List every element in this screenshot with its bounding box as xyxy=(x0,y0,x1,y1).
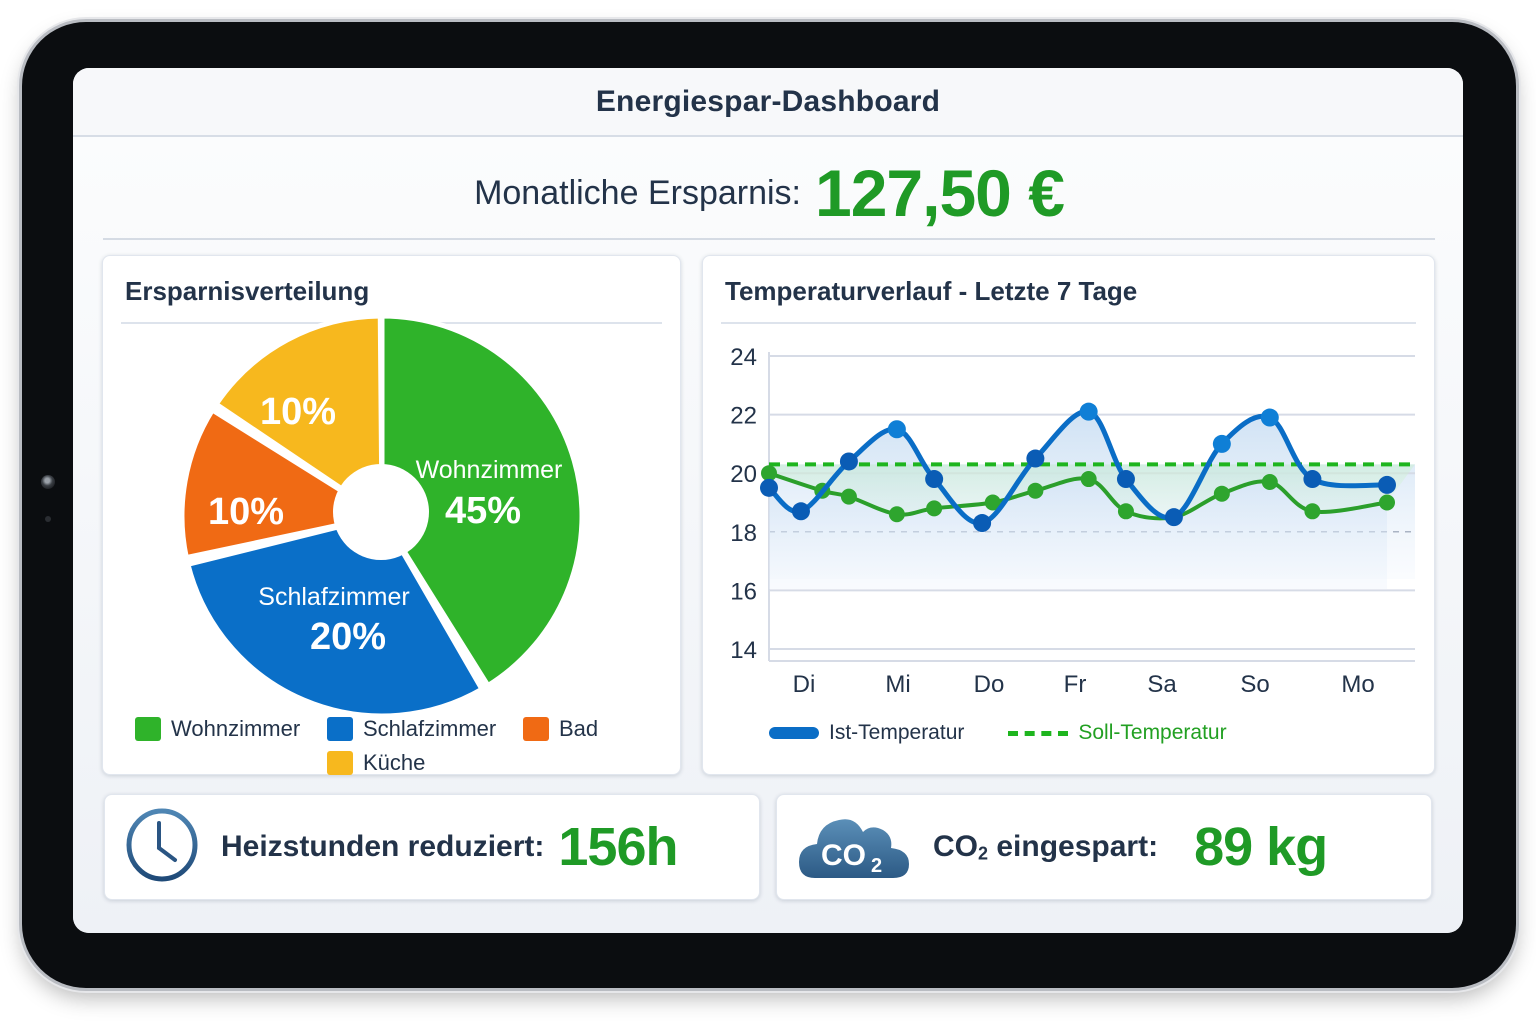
legend-label: Wohnzimmer xyxy=(171,716,301,741)
ist-legend-label: Ist-Temperatur xyxy=(829,721,965,744)
pie-center-hole xyxy=(333,464,429,560)
legend-item-wohnzimmer[interactable]: Wohnzimmer xyxy=(135,716,300,742)
co2-saved-value: 89 kg xyxy=(1194,817,1328,877)
ist-data-point[interactable] xyxy=(1026,449,1045,468)
heating-hours-value: 156h xyxy=(558,817,678,877)
pie-slice-schlafzimmer[interactable] xyxy=(184,513,486,716)
x-tick-label: Do xyxy=(974,671,1005,698)
page-title: Energiespar-Dashboard xyxy=(595,84,941,118)
co2-label-text: CO xyxy=(933,829,978,863)
x-tick-label: Di xyxy=(793,671,816,698)
ist-data-point[interactable] xyxy=(1260,408,1279,427)
camera-icon xyxy=(41,475,55,489)
pie-slice-percent: 10% xyxy=(260,391,336,433)
pie-slice-wohnzimmer[interactable] xyxy=(379,313,585,690)
green-data-point[interactable] xyxy=(926,500,943,517)
pie-chart: Wohnzimmer 45% Schlafzimmer 20% 10% 10% xyxy=(179,313,585,716)
ist-data-point[interactable] xyxy=(839,452,858,471)
ist-data-point[interactable] xyxy=(973,514,992,533)
pie-card-title: Ersparnisverteilung xyxy=(125,276,370,306)
y-tick-label: 22 xyxy=(730,403,757,430)
green-data-point[interactable] xyxy=(1379,494,1395,511)
legend-label: Küche xyxy=(363,750,426,775)
x-tick-label: So xyxy=(1240,671,1269,698)
dashboard-screen: Energiespar-Dashboard Monatliche Ersparn… xyxy=(73,68,1463,933)
heating-hours-card: Heizstunden reduziert: 156h xyxy=(104,794,760,900)
soll-legend-label: Soll-Temperatur xyxy=(1078,721,1227,744)
ist-data-point[interactable] xyxy=(1164,508,1183,527)
y-tick-label: 14 xyxy=(730,637,757,664)
legend-swatch xyxy=(327,751,353,775)
savings-distribution-card: Ersparnisverteilung Wohnzimmer 45% Schlafz… xyxy=(102,255,681,775)
divider xyxy=(721,322,1416,324)
ist-legend-swatch xyxy=(769,727,819,739)
savings-value: 127,50 € xyxy=(815,156,1065,230)
svg-text:CO: CO xyxy=(821,839,866,872)
green-data-point[interactable] xyxy=(840,488,857,505)
pie-slice-percent: 45% xyxy=(445,490,521,532)
green-data-point[interactable] xyxy=(984,494,1001,511)
legend-swatch xyxy=(523,717,549,741)
legend-item-kueche[interactable]: Küche xyxy=(327,750,425,776)
co2-cloud-icon: CO 2 xyxy=(797,810,911,885)
green-data-point[interactable] xyxy=(888,506,905,523)
pie-slice-bad[interactable] xyxy=(179,406,389,561)
green-data-point[interactable] xyxy=(1304,503,1321,520)
monthly-savings: Monatliche Ersparnis: 127,50 € xyxy=(103,148,1435,240)
temperature-line-chart: 24 22 20 18 16 14 Di Mi Do Fr Sa So Mo xyxy=(730,344,1415,698)
co2-saved-card: CO 2 CO2 eingespart: 89 kg xyxy=(776,794,1432,900)
title-bar: Energiespar-Dashboard xyxy=(73,68,1463,137)
temperature-chart-card: Temperaturverlauf - Letzte 7 Tage 24 22 20… xyxy=(702,255,1435,775)
clock-icon xyxy=(125,808,199,887)
co2-label-subscript: 2 xyxy=(978,843,989,864)
svg-text:2: 2 xyxy=(871,855,882,877)
green-data-point[interactable] xyxy=(1080,471,1097,488)
ist-data-point[interactable] xyxy=(760,478,778,497)
green-data-point[interactable] xyxy=(1213,485,1230,502)
green-data-point[interactable] xyxy=(1261,473,1278,490)
ist-data-point[interactable] xyxy=(1079,402,1098,421)
x-tick-label: Fr xyxy=(1064,671,1087,698)
pie-slice-percent: 20% xyxy=(310,616,386,658)
line-legend: Ist-Temperatur Soll-Temperatur xyxy=(769,721,1227,745)
y-tick-label: 18 xyxy=(730,520,757,547)
y-tick-label: 20 xyxy=(730,461,757,488)
line-card-title: Temperaturverlauf - Letzte 7 Tage xyxy=(725,276,1138,306)
legend-swatch xyxy=(135,717,161,741)
co2-label-suffix: eingespart: xyxy=(988,829,1159,863)
ist-data-point[interactable] xyxy=(887,420,906,439)
ist-data-point[interactable] xyxy=(791,502,810,521)
y-tick-label: 24 xyxy=(730,344,757,371)
legend-label: Schlafzimmer xyxy=(363,716,497,741)
pie-slice-name: Schlafzimmer xyxy=(258,583,409,611)
soll-legend-swatch xyxy=(1008,730,1069,736)
y-tick-label: 16 xyxy=(730,578,757,605)
ist-data-point[interactable] xyxy=(1212,434,1231,453)
ist-data-point[interactable] xyxy=(1303,470,1322,489)
green-data-point[interactable] xyxy=(1117,503,1134,520)
legend-item-schlafzimmer[interactable]: Schlafzimmer xyxy=(327,716,496,742)
legend-swatch xyxy=(327,717,353,741)
ist-area xyxy=(769,411,1387,589)
sensor-dot xyxy=(45,516,51,522)
x-tick-label: Mi xyxy=(885,671,910,698)
green-data-point[interactable] xyxy=(1027,482,1044,499)
ist-data-point[interactable] xyxy=(925,470,944,489)
legend-item-bad[interactable]: Bad xyxy=(523,716,598,742)
green-data-point[interactable] xyxy=(761,465,777,482)
legend-label: Bad xyxy=(559,716,599,741)
pie-slice-kueche[interactable] xyxy=(212,313,385,521)
x-tick-label: Mo xyxy=(1341,671,1374,698)
ist-data-point[interactable] xyxy=(1378,475,1396,494)
pie-slice-name: Wohnzimmer xyxy=(416,456,563,484)
heating-hours-label: Heizstunden reduziert: xyxy=(221,830,545,863)
ist-data-point[interactable] xyxy=(1116,470,1135,489)
x-tick-label: Sa xyxy=(1147,671,1177,698)
co2-saved-label: CO2 eingespart: xyxy=(933,830,1158,865)
savings-label: Monatliche Ersparnis: xyxy=(474,173,801,212)
pie-slice-percent: 10% xyxy=(208,491,284,533)
